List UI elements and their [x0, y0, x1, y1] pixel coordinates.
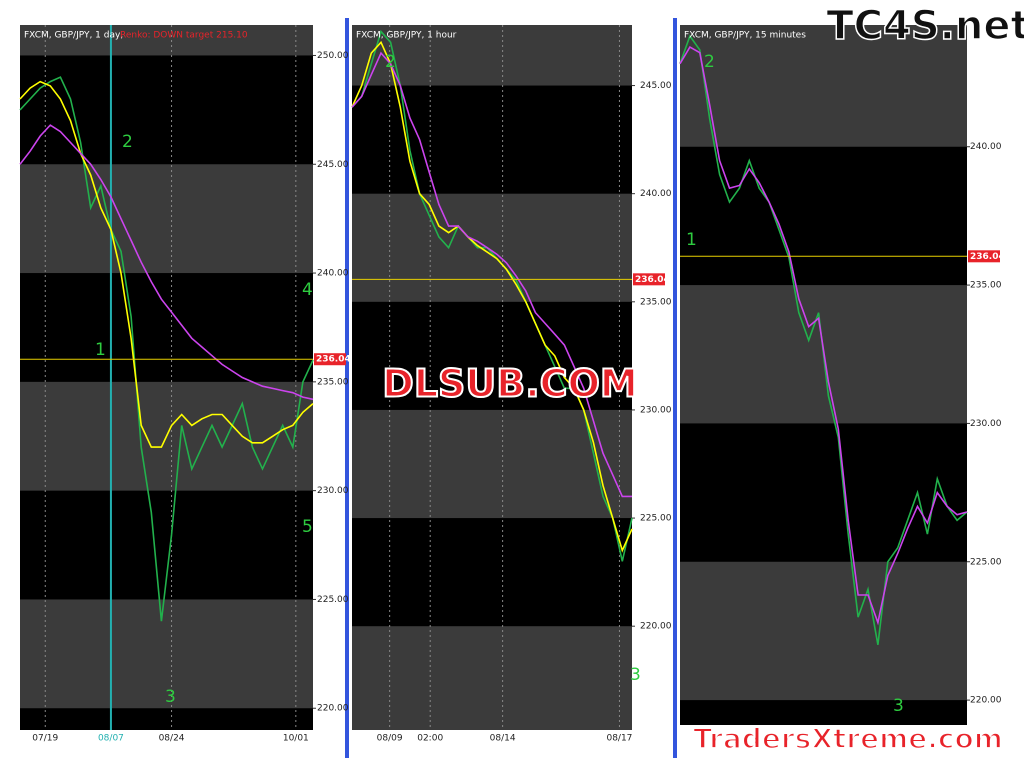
- band: [20, 599, 313, 709]
- y-tick-label: 220.00: [970, 696, 1002, 706]
- x-tick-label: 08/07: [98, 734, 124, 744]
- plot-area: [352, 25, 632, 730]
- price-tag: [633, 273, 665, 286]
- annotation: 1: [95, 340, 106, 360]
- y-tick-label: 235.00: [317, 377, 349, 387]
- watermark: TC4S.net: [826, 3, 1024, 49]
- price-line: [351, 51, 632, 498]
- x-tick-label: 02:00: [417, 734, 443, 744]
- price-line: [19, 76, 314, 622]
- y-tick-label: 240.00: [640, 189, 672, 199]
- annotation: 1: [686, 230, 697, 250]
- price-line: [679, 46, 968, 626]
- y-tick-label: 240.00: [317, 269, 349, 279]
- band: [680, 561, 967, 701]
- annotation: 2: [122, 132, 133, 152]
- y-tick-label: 220.00: [317, 704, 349, 714]
- x-tick-label: 07/19: [32, 734, 58, 744]
- charts: 220.00 225.00 230.00 235.00 240.00 245.00 250.…: [19, 25, 1005, 744]
- annotation: 3: [893, 696, 904, 716]
- x-tick-label: 08/17: [606, 734, 632, 744]
- x-tick-label: 08/09: [377, 734, 403, 744]
- x-tick-label: 10/01: [283, 734, 309, 744]
- band: [20, 164, 313, 274]
- y-tick-label: 235.00: [640, 297, 672, 307]
- chart-title: FXCM, GBP/JPY, 15 minutes: [684, 31, 806, 41]
- watermarks: TC4S.net DLSUB.COM TradersXtreme.com: [381, 2, 1024, 756]
- y-tick-label: 230.00: [640, 405, 672, 415]
- x-tick-label: 08/24: [159, 734, 185, 744]
- price-line: [351, 40, 633, 553]
- price-tag: [968, 250, 1000, 263]
- y-tick-label: 245.00: [317, 160, 349, 170]
- y-tick-label: 225.00: [317, 595, 349, 605]
- y-tick-label: 240.00: [970, 142, 1002, 152]
- chart-title: FXCM, GBP/JPY, 1 day,: [24, 31, 123, 41]
- band: [352, 626, 632, 730]
- annotation: 4: [302, 280, 313, 300]
- y-tick-label: 220.00: [640, 622, 672, 632]
- price-tag-label: 236.04: [316, 355, 351, 365]
- watermark: TradersXtreme.com: [693, 722, 1003, 755]
- band: [352, 193, 632, 302]
- y-tick-label: 245.00: [640, 81, 672, 91]
- price-line: [19, 80, 314, 448]
- price-tag: [314, 353, 346, 366]
- band: [20, 25, 313, 56]
- y-tick-label: 235.00: [970, 281, 1002, 291]
- separator: [673, 18, 677, 758]
- annotation: 2: [385, 52, 396, 72]
- x-tick-label: 08/14: [490, 734, 516, 744]
- band: [680, 25, 967, 147]
- y-tick-label: 230.00: [970, 419, 1002, 429]
- y-tick-label: 250.00: [317, 51, 349, 61]
- chart-title: FXCM, GBP/JPY, 1 hour: [356, 31, 457, 41]
- annotation: 3: [630, 665, 641, 685]
- price-tag-label: 236.04: [970, 252, 1005, 262]
- watermark: DLSUB.COM: [382, 362, 637, 406]
- annotation: 2: [704, 52, 715, 72]
- separator: [345, 18, 349, 758]
- chart-subtitle: Renko: DOWN target 215.10: [120, 31, 248, 41]
- y-tick-label: 225.00: [970, 557, 1002, 567]
- price-tag-label: 236.04: [635, 275, 670, 285]
- y-tick-label: 225.00: [640, 514, 672, 524]
- annotation: 5: [302, 517, 313, 537]
- y-tick-label: 230.00: [317, 486, 349, 496]
- annotation: 3: [165, 687, 176, 707]
- band: [352, 409, 632, 519]
- price-line: [19, 124, 314, 401]
